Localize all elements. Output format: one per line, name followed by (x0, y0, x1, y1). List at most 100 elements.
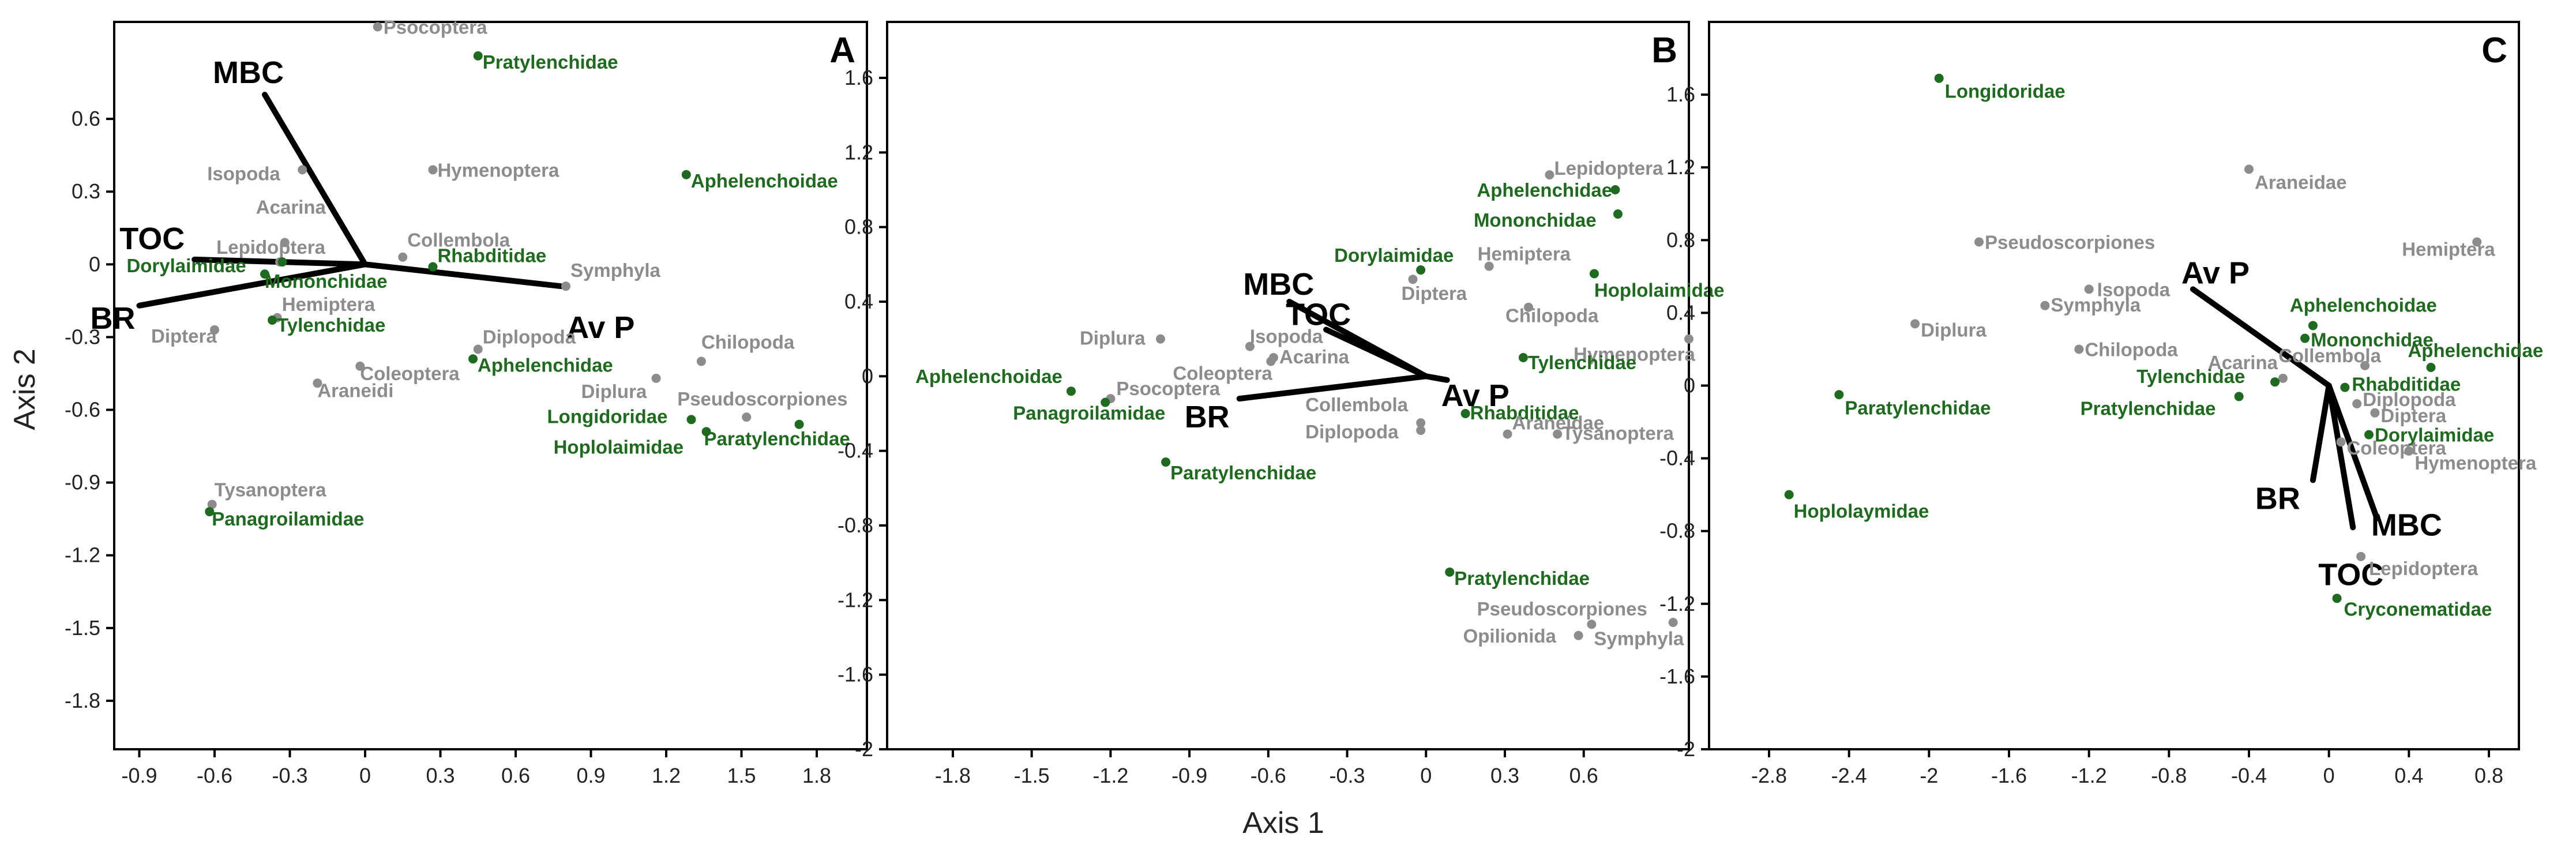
point-label: Hemiptera (1478, 243, 1571, 265)
point-label: Collembola (1305, 394, 1409, 415)
x-tick-label: -1.2 (2071, 764, 2107, 787)
point-coleoptera (2336, 437, 2346, 447)
point-symphyla (561, 281, 570, 291)
point-diptera (2370, 408, 2380, 418)
vector-label: Av P (1441, 378, 1509, 413)
point-tysanoptera (1553, 429, 1563, 439)
point-diplura (1910, 319, 1920, 329)
y-tick-label: -0.6 (65, 398, 100, 422)
point-psocoptera (373, 22, 382, 32)
vector-label: TOC (2318, 557, 2383, 592)
point-diplura (651, 373, 661, 383)
point-diplura (1155, 334, 1165, 344)
x-tick-label: -1.6 (1991, 764, 2027, 787)
vector-av-p (2190, 286, 2332, 389)
vector-label: Av P (2181, 256, 2250, 290)
point-lepidoptera (2356, 551, 2366, 561)
point-label: Symphyla (570, 260, 661, 281)
y-tick-label: -1.2 (1659, 592, 1695, 615)
point-aphelenchidae (1610, 185, 1620, 194)
x-tick-label: -1.2 (1092, 764, 1128, 787)
point-dorylaimidae (2364, 430, 2374, 440)
point-chilopoda (696, 356, 706, 366)
point-mononchidae (2300, 333, 2310, 343)
point-label: Isopoda (207, 163, 280, 184)
vector-label: MBC (1243, 267, 1314, 302)
point-pratylenchidae (1445, 567, 1455, 577)
panel-c: -2.8 -2.4 -2 -1.6 -1.2 -0.8 -0.4 0 0.4 0.8 1.6 1.2 0… (1659, 21, 2543, 787)
point-coleoptera (355, 361, 365, 371)
point-label: Rhabditidae (1470, 402, 1579, 423)
point-aphelenchoidae (2308, 321, 2318, 331)
x-tick-label: 1.8 (802, 764, 831, 787)
y-tick-label: -0.9 (65, 471, 100, 494)
vector-br (1236, 373, 1429, 402)
vector-toc (2326, 382, 2356, 531)
x-tick-label: -0.4 (2231, 764, 2267, 787)
x-tick-label: 0 (359, 764, 371, 787)
y-tick-label: 0 (1684, 374, 1695, 397)
point-acarina (280, 238, 290, 247)
point-longidoridae (686, 415, 696, 425)
vector-label: BR (91, 301, 136, 336)
point-panagroilamidae (1101, 397, 1110, 407)
point-hoplolaimidae (1589, 269, 1599, 279)
point-panagroilamidae (205, 507, 215, 517)
point-label: Coleoptera (1173, 362, 1272, 384)
vector-toc (1323, 326, 1429, 380)
x-tick-label: 0.4 (2394, 764, 2423, 787)
point-label: Dorylaimidae (126, 255, 246, 276)
vector-label: MBC (213, 55, 284, 90)
point-diplopoda (473, 344, 483, 354)
point-aphelenchoidae (1067, 386, 1076, 396)
point-label: Aphelenchidae (1477, 179, 1612, 201)
y-tick-label: 0 (862, 364, 873, 388)
point-label: Cryconematidae (2344, 598, 2492, 619)
point-label: Diplopoda (2363, 389, 2456, 410)
point-hymenoptera (1684, 334, 1693, 344)
point-label: Coleoptera (2346, 437, 2446, 459)
point-label: Coleoptera (360, 363, 460, 384)
point-symphyla (2040, 301, 2050, 310)
x-tick-label: -2.4 (1831, 764, 1867, 787)
y-axis-label: Axis 2 (8, 348, 42, 430)
point-label: Diplura (1921, 319, 1987, 340)
point-hoplolaimidae (701, 427, 711, 437)
y-tick-label: 1.6 (1666, 82, 1695, 106)
y-tick-label: -1.6 (1659, 664, 1695, 688)
x-tick-label: -0.3 (272, 764, 307, 787)
point-pseudoscorpiones (742, 412, 752, 422)
panel-letter: C (2481, 31, 2507, 70)
point-tylenchidae (1518, 353, 1528, 362)
point-mononchidae (260, 269, 269, 279)
x-tick-label: 0.3 (426, 764, 455, 787)
point-isopoda (2084, 284, 2094, 294)
point-label: Psocoptera (1116, 378, 1220, 399)
x-tick-label: 0.8 (2474, 764, 2503, 787)
point-araneidae (2244, 164, 2254, 174)
point-label: Hymenoptera (1574, 344, 1696, 365)
point-dorylaimidae (1416, 265, 1426, 275)
point-araneidi (313, 378, 322, 388)
point-pseudoscorpiones (1668, 618, 1678, 628)
point-label: Hymenoptera (2414, 452, 2537, 474)
panel-letter: B (1651, 31, 1677, 70)
point-paratylenchidae (794, 419, 804, 429)
point-label: Tylenchidae (1528, 352, 1636, 373)
point-rhabditidae (2340, 382, 2350, 392)
point-acarina (1268, 353, 1278, 362)
point-label: Hoplolaymidae (1794, 501, 1929, 522)
point-label: Diplura (581, 381, 647, 402)
point-label: Hemiptera (282, 294, 375, 315)
point-rhabditidae (1460, 409, 1470, 418)
point-chilopoda (1524, 302, 1533, 312)
x-tick-label: -2 (1920, 764, 1938, 787)
x-tick-label: -0.3 (1330, 764, 1365, 787)
point-collembola (398, 252, 408, 262)
y-tick-label: 0.4 (844, 290, 873, 313)
vector-label: BR (2255, 481, 2300, 516)
y-tick-label: 1.6 (844, 66, 873, 89)
point-label: Isopoda (2097, 279, 2171, 300)
point-pseudoscorpiones (1974, 237, 1984, 247)
panel-letter: A (829, 31, 855, 70)
